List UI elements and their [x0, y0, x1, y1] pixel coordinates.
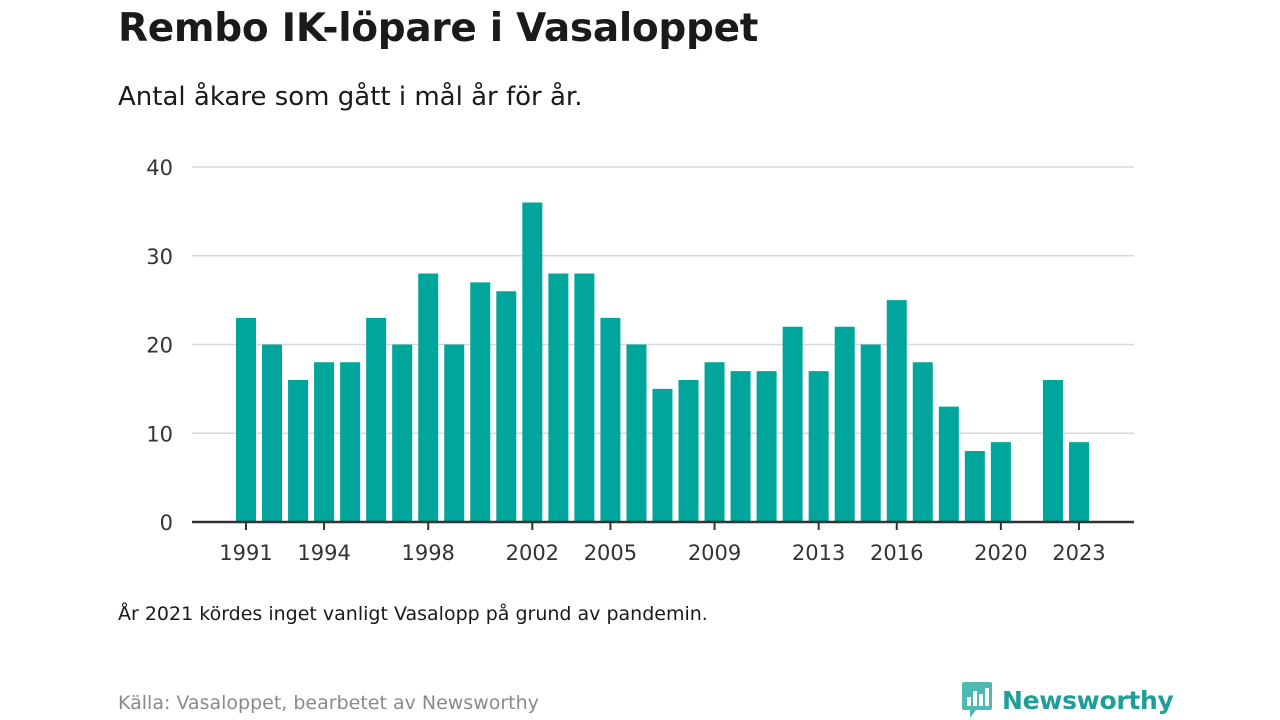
chart-note: År 2021 kördes inget vanligt Vasalopp på… — [118, 603, 708, 625]
bar — [496, 291, 517, 522]
bar — [782, 326, 803, 522]
x-tick-label: 2005 — [584, 541, 637, 565]
bar — [236, 317, 256, 522]
x-tick-label: 2016 — [870, 541, 923, 565]
bar — [288, 380, 309, 522]
chart-title: Rembo IK-löpare i Vasaloppet — [118, 6, 759, 51]
bar — [262, 344, 283, 522]
bar — [470, 282, 491, 522]
y-tick-label: 10 — [146, 422, 173, 446]
bar — [834, 326, 855, 522]
brand-logo: Newsworthy — [960, 680, 1174, 720]
x-tick-label: 2013 — [792, 541, 845, 565]
x-tick-label: 1994 — [297, 541, 350, 565]
bar — [314, 362, 335, 522]
bar — [964, 451, 985, 522]
bar-chart: 0 10 20 30 40 1991 1994 1998 2002 2005 2009 2013 201… — [146, 156, 1134, 565]
source-credit: Källa: Vasaloppet, bearbetet av Newswort… — [118, 692, 539, 714]
bar — [678, 380, 699, 522]
bar — [730, 371, 751, 522]
bar — [444, 344, 465, 522]
newsworthy-logo-icon — [962, 682, 992, 718]
y-tick-label: 40 — [146, 156, 173, 180]
x-tick-label: 2002 — [506, 541, 559, 565]
bar — [808, 371, 829, 522]
y-tick-label: 20 — [146, 334, 173, 358]
bar — [418, 273, 439, 522]
x-tick-label: 1991 — [219, 541, 272, 565]
bar — [392, 344, 413, 522]
bar — [756, 371, 777, 522]
axes: 0 10 20 30 40 1991 1994 1998 2002 2005 2009 2013 201… — [146, 156, 1134, 565]
y-tick-label: 30 — [146, 245, 173, 269]
bar — [1042, 380, 1063, 522]
y-tick-label: 0 — [160, 511, 173, 535]
bar — [938, 406, 959, 522]
bar — [860, 344, 881, 522]
x-tick-label: 2023 — [1052, 541, 1105, 565]
bar — [574, 273, 595, 522]
bar — [1068, 442, 1089, 522]
bar — [340, 362, 361, 522]
bars — [236, 202, 1089, 522]
x-tick-label: 2020 — [974, 541, 1027, 565]
bar — [704, 362, 725, 522]
bar — [626, 344, 647, 522]
bar — [366, 317, 387, 522]
bar — [548, 273, 569, 522]
bar — [522, 202, 543, 522]
bar — [886, 300, 907, 522]
bar — [600, 317, 621, 522]
x-tick-label: 2009 — [688, 541, 741, 565]
bar — [990, 442, 1011, 522]
x-tick-label: 1998 — [401, 541, 454, 565]
bar — [912, 362, 933, 522]
bar — [652, 388, 673, 522]
chart-subtitle: Antal åkare som gått i mål år för år. — [118, 82, 583, 112]
brand-name: Newsworthy — [1002, 685, 1174, 715]
